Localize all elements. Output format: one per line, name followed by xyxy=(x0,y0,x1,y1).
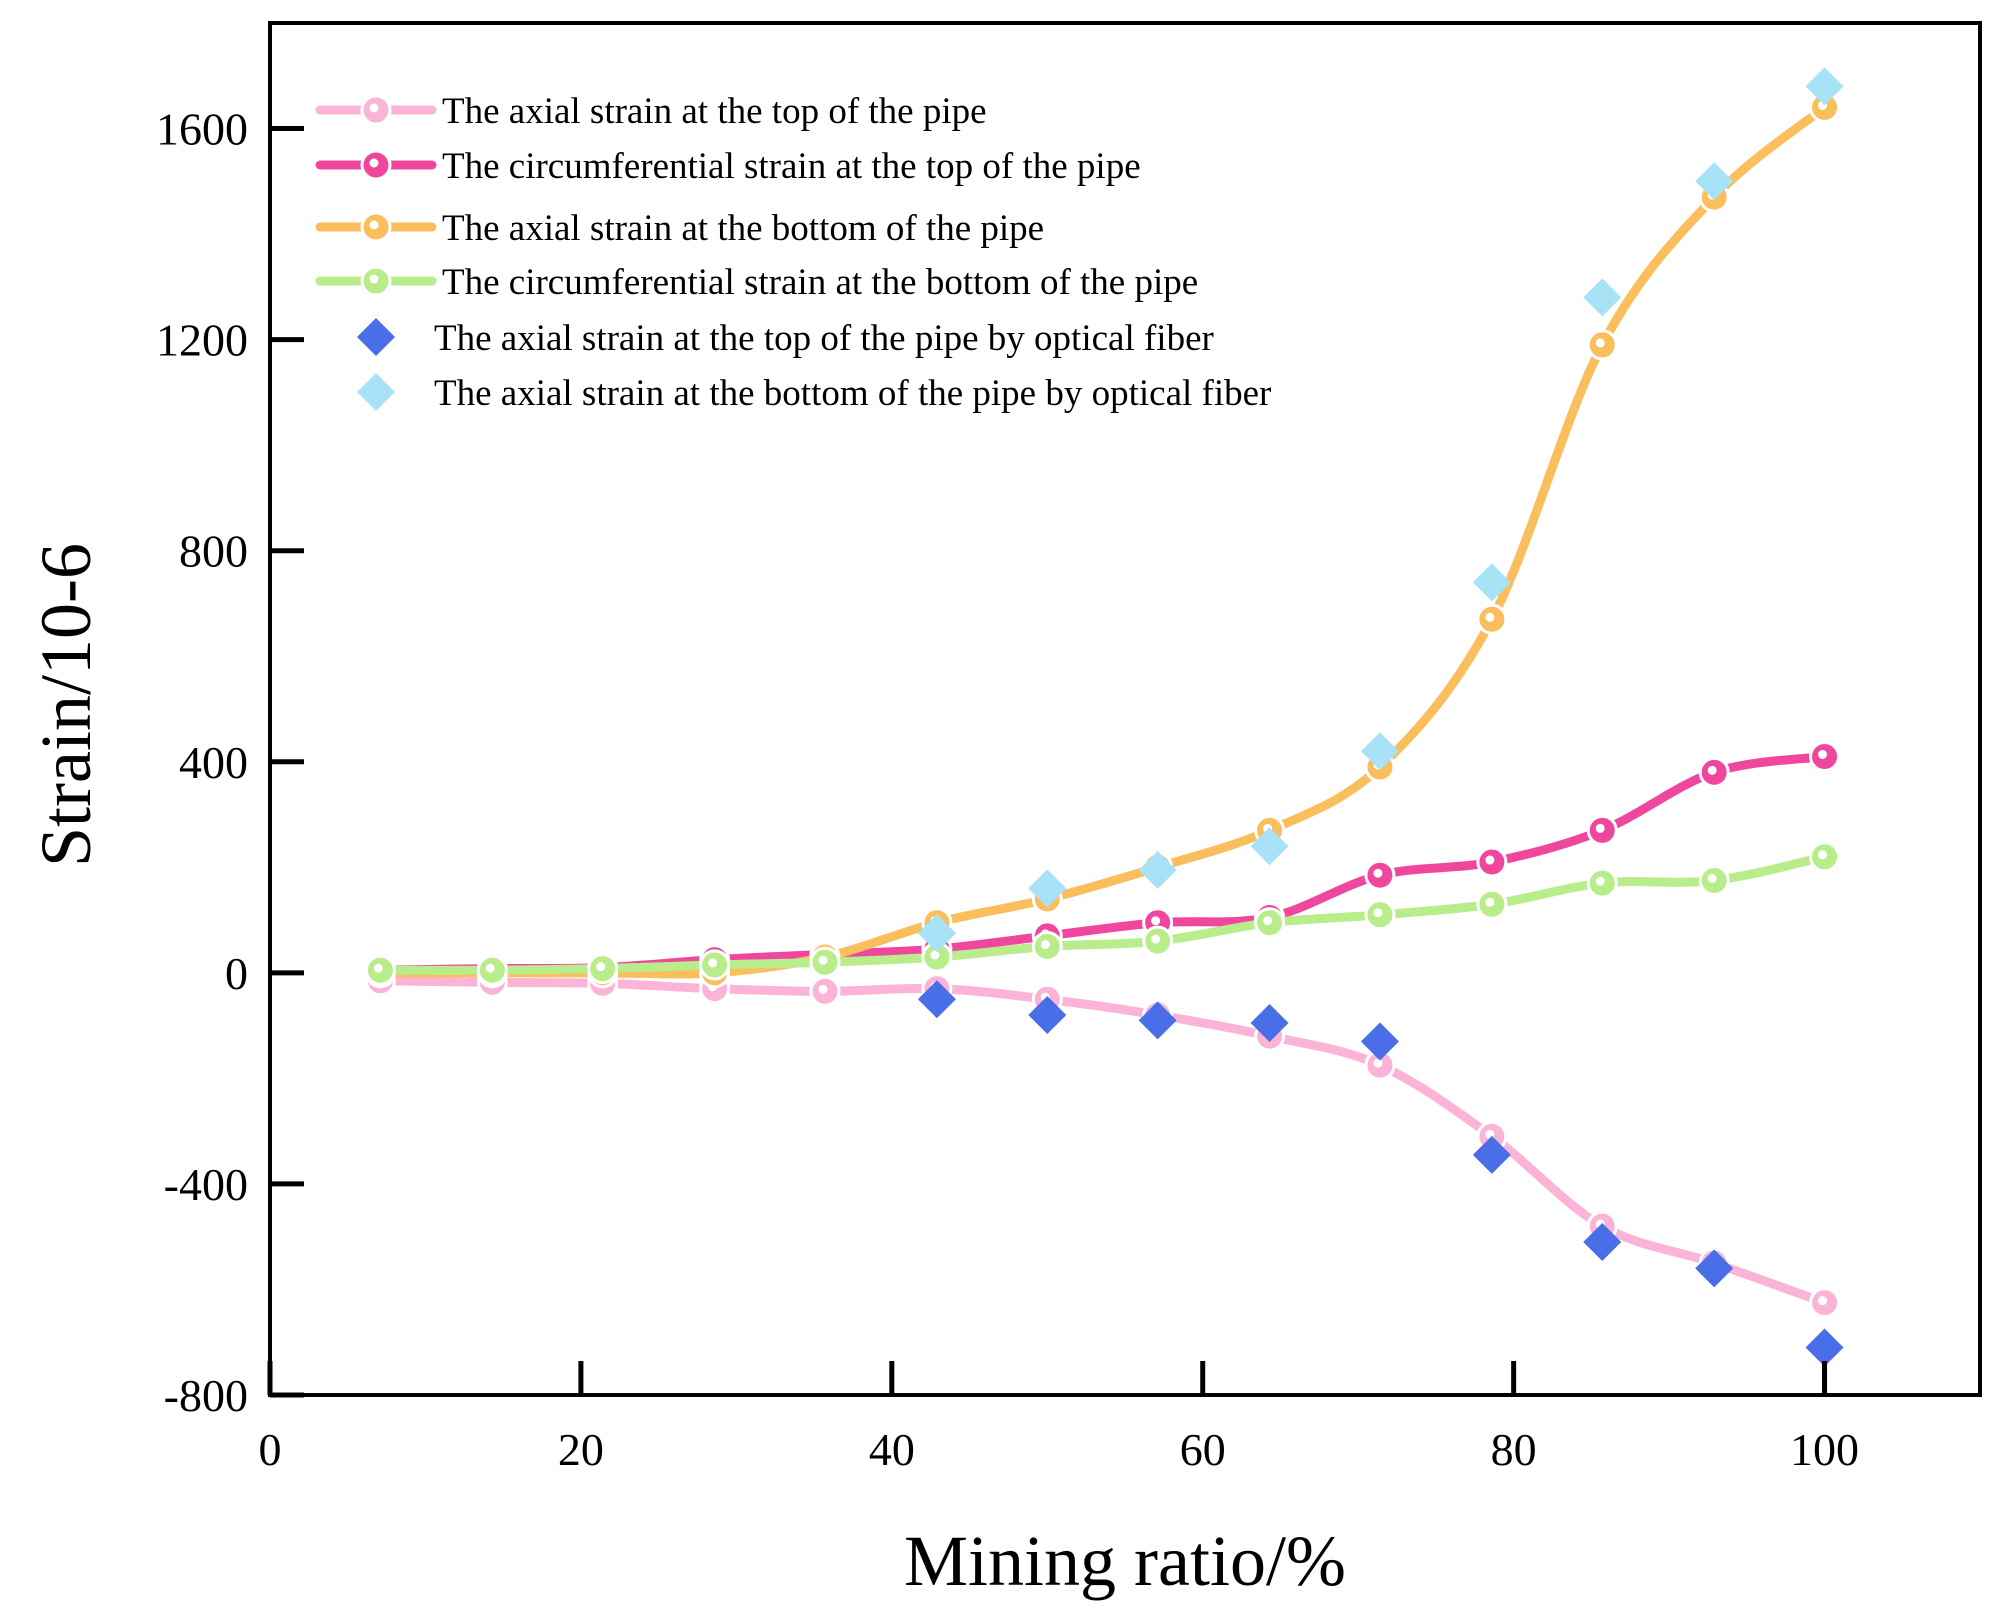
legend-swatch-marker xyxy=(357,373,395,411)
data-point-highlight xyxy=(596,962,606,972)
data-point-highlight xyxy=(1818,749,1828,759)
data-point-highlight xyxy=(1373,868,1383,878)
legend-item: The axial strain at the top of the pipe xyxy=(315,91,987,132)
data-point-highlight xyxy=(1707,874,1717,883)
legend-label: The circumferential strain at the bottom… xyxy=(442,262,1198,303)
data-point-highlight xyxy=(1373,1058,1383,1068)
legend-label: The circumferential strain at the top of… xyxy=(442,146,1141,187)
series-6 xyxy=(917,67,1844,953)
data-point-highlight xyxy=(708,958,718,968)
data-point-highlight xyxy=(818,955,828,965)
x-tick-label: 20 xyxy=(558,1424,604,1475)
data-point xyxy=(1250,1003,1289,1042)
plot-frame xyxy=(268,21,1982,1397)
data-point xyxy=(1472,563,1511,602)
data-point-highlight xyxy=(1818,1296,1828,1306)
legend-item: The axial strain at the top of the pipe … xyxy=(357,318,1214,359)
data-point xyxy=(1805,1328,1844,1367)
data-point-highlight xyxy=(1818,850,1828,860)
legend-swatch-marker-highlight xyxy=(369,220,379,230)
data-point xyxy=(917,914,956,953)
data-point-highlight xyxy=(1485,612,1495,622)
x-tick-label: 100 xyxy=(1790,1424,1859,1475)
series-layer xyxy=(364,67,1844,1367)
data-point xyxy=(1138,1001,1177,1040)
data-point xyxy=(1028,869,1067,908)
y-tick-label: 800 xyxy=(179,526,248,577)
data-point-highlight xyxy=(818,984,828,994)
data-point xyxy=(1695,162,1734,201)
axes-layer: 0 20 40 60 80 100 -800 -400 0 400 800 1200 1600 xyxy=(156,104,1859,1475)
legend-label: The axial strain at the bottom of the pi… xyxy=(442,208,1044,249)
data-point-highlight xyxy=(1151,916,1161,926)
data-point xyxy=(1695,1249,1734,1288)
legend-label: The axial strain at the top of the pipe … xyxy=(434,318,1214,359)
x-axis-title: Mining ratio/% xyxy=(904,1521,1346,1601)
x-tick-label: 40 xyxy=(869,1424,915,1475)
legend-item: The axial strain at the bottom of the pi… xyxy=(315,208,1044,249)
data-point-highlight xyxy=(485,963,495,973)
legend-item: The circumferential strain at the bottom… xyxy=(315,262,1198,303)
y-tick-label: 0 xyxy=(225,948,248,999)
series-5 xyxy=(917,980,1844,1367)
data-point xyxy=(1472,1135,1511,1174)
legend-label: The axial strain at the top of the pipe xyxy=(442,91,987,132)
data-point-highlight xyxy=(1595,338,1605,348)
data-point xyxy=(917,980,956,1019)
data-point xyxy=(1360,1022,1399,1061)
y-tick-label: -800 xyxy=(164,1370,248,1421)
legend-item: The axial strain at the bottom of the pi… xyxy=(357,373,1271,414)
data-point xyxy=(1583,1222,1622,1261)
legend-swatch-marker-highlight xyxy=(369,103,379,113)
data-point-highlight xyxy=(1040,939,1050,949)
y-tick-label: 1200 xyxy=(156,315,248,366)
data-point xyxy=(1028,996,1067,1035)
data-point xyxy=(1360,732,1399,771)
data-point-highlight xyxy=(1151,934,1161,944)
x-tick-label: 0 xyxy=(259,1424,282,1475)
data-point xyxy=(1805,67,1844,106)
legend: The axial strain at the top of the pipe T… xyxy=(315,91,1271,414)
data-point xyxy=(1138,850,1177,889)
data-point-highlight xyxy=(1263,916,1273,926)
y-tick-label: 400 xyxy=(179,737,248,788)
data-point xyxy=(1583,278,1622,317)
x-tick-label: 80 xyxy=(1491,1424,1537,1475)
y-axis-title: Strain/10-6 xyxy=(26,543,106,867)
y-tick-label: 1600 xyxy=(156,104,248,155)
legend-item: The circumferential strain at the top of… xyxy=(315,146,1141,187)
data-point-highlight xyxy=(1485,897,1495,907)
data-point-highlight xyxy=(373,963,383,973)
data-point-highlight xyxy=(1595,823,1605,833)
legend-label: The axial strain at the bottom of the pi… xyxy=(434,373,1271,414)
data-point xyxy=(1250,827,1289,866)
legend-swatch-marker-highlight xyxy=(369,274,379,284)
legend-swatch-marker xyxy=(357,318,395,356)
data-point-highlight xyxy=(1373,908,1383,918)
y-tick-label: -400 xyxy=(164,1159,248,1210)
legend-swatch-marker-highlight xyxy=(369,158,379,168)
data-point-highlight xyxy=(930,950,940,960)
data-point-highlight xyxy=(1485,855,1495,865)
data-point-highlight xyxy=(1595,876,1605,886)
data-point-highlight xyxy=(1707,765,1717,775)
x-tick-label: 60 xyxy=(1180,1424,1226,1475)
series-4 xyxy=(364,841,1841,986)
